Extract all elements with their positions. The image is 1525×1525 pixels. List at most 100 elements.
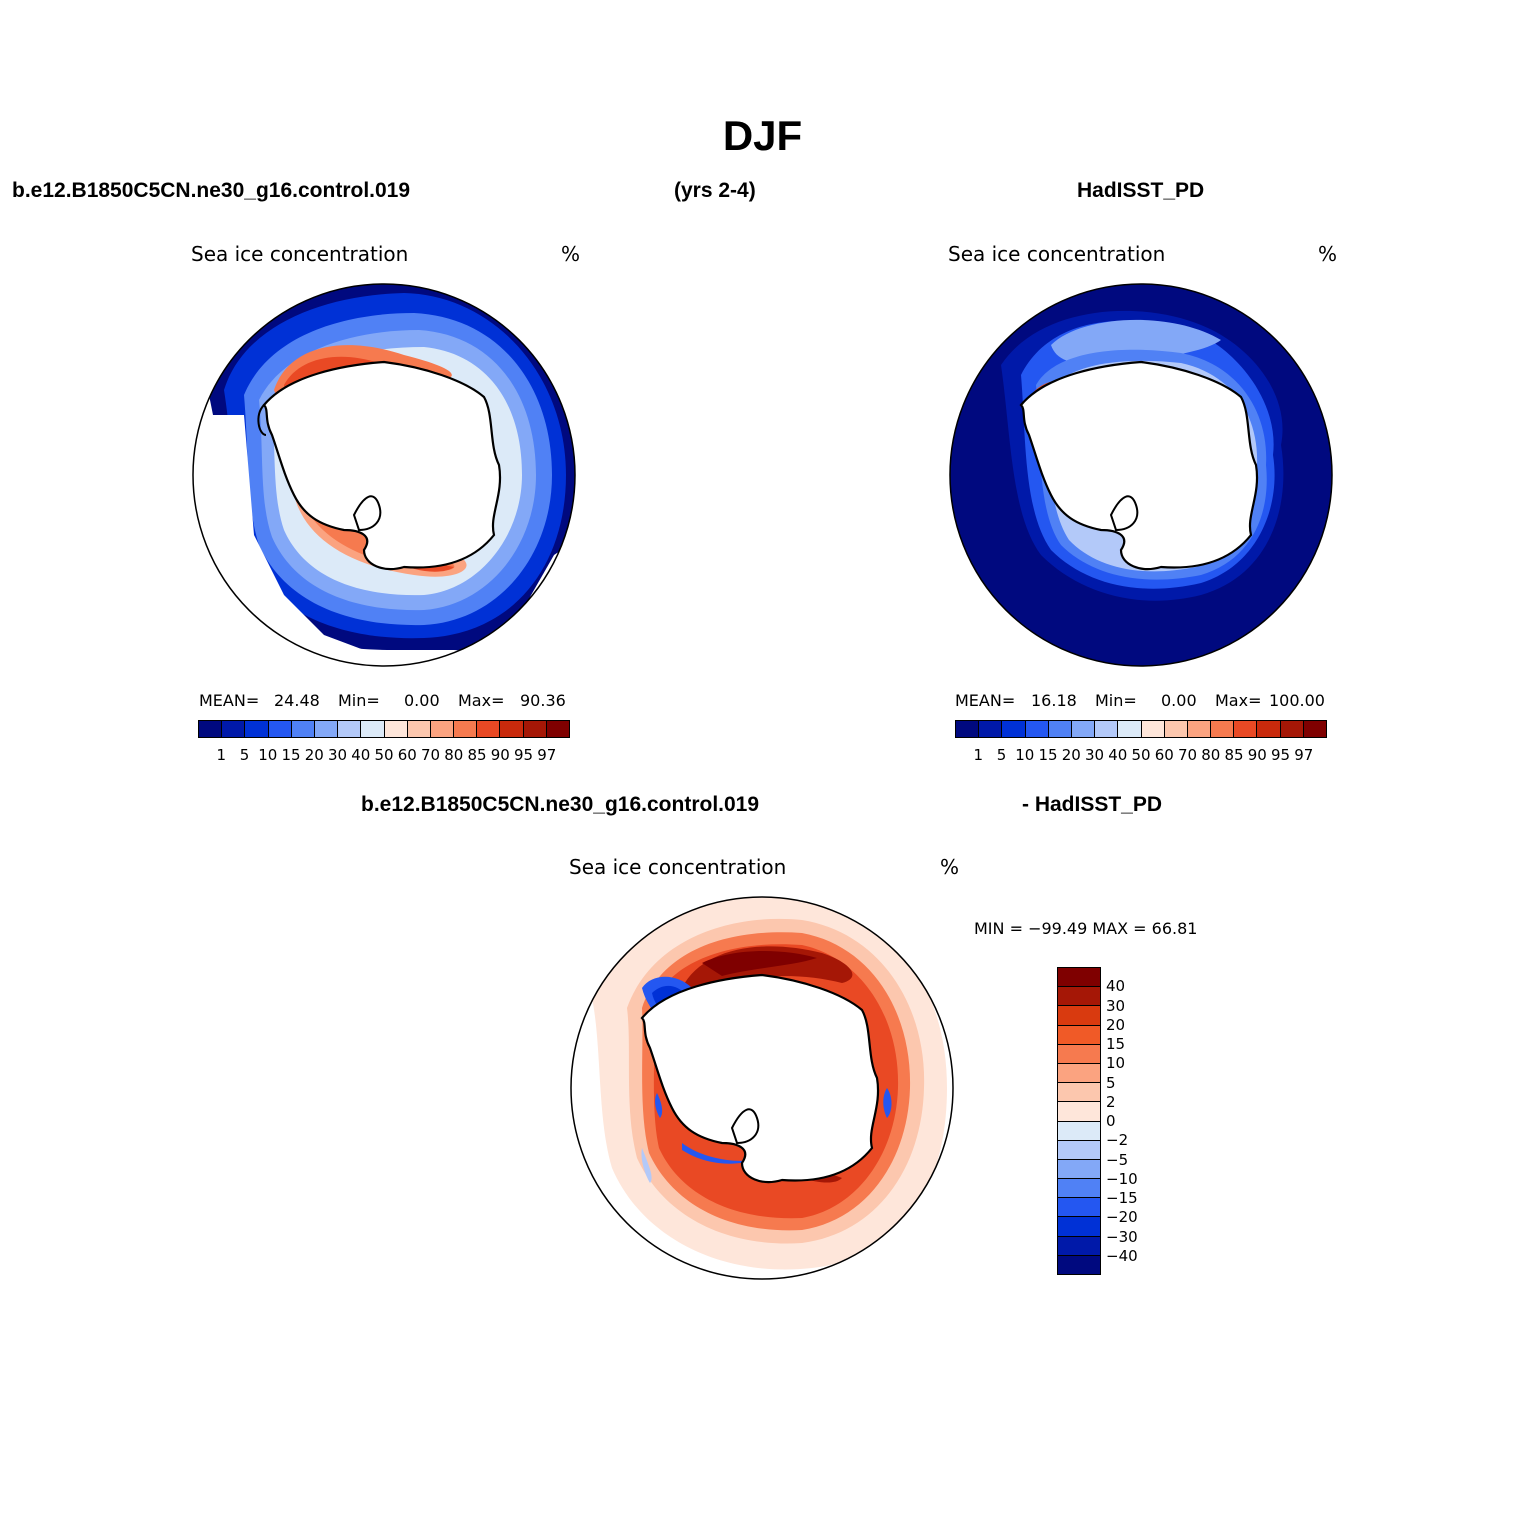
colorbar-tick-label: 85 (467, 746, 487, 764)
diff-panel-label: Sea ice concentration (569, 855, 787, 879)
colorbar-tick-label: −20 (1106, 1208, 1138, 1227)
diff-panel-unit: % (940, 855, 960, 879)
diff-obs-header: - HadISST_PD (1022, 793, 1163, 816)
colorbar-swatch (1058, 1006, 1100, 1026)
colorbar-tick-label: 1 (216, 746, 227, 764)
colorbar-swatch (1118, 721, 1142, 737)
colorbar-swatch (1058, 1025, 1100, 1045)
colorbar-tick-label: 20 (304, 746, 324, 764)
colorbar-tick-label: −5 (1106, 1150, 1129, 1169)
colorbar-swatch (199, 721, 223, 737)
colorbar-tick-label: 10 (258, 746, 278, 764)
diff-case-header: b.e12.B1850C5CN.ne30_g16.control.019 (361, 793, 760, 816)
colorbar-swatch (1234, 721, 1258, 737)
colorbar-tick-label: 40 (1108, 746, 1128, 764)
model-panel-label: Sea ice concentration (191, 242, 409, 266)
colorbar-swatch (314, 721, 339, 737)
colorbar-swatch (1058, 1102, 1100, 1122)
colorbar-swatch (1303, 721, 1326, 737)
colorbar-tick-label: 70 (420, 746, 441, 764)
colorbar-swatch (1058, 1063, 1100, 1084)
colorbar-swatch (1071, 721, 1096, 737)
colorbar-tick-label: 2 (1106, 1092, 1116, 1111)
colorbar-swatch (384, 721, 408, 737)
colorbar-swatch (477, 721, 501, 737)
colorbar-tick-label: 90 (1247, 746, 1267, 764)
obs-max-value: 100.00 (1269, 691, 1325, 710)
colorbar-tick-label: 80 (1201, 746, 1221, 764)
diff-polar-map (570, 896, 954, 1280)
colorbar-swatch (338, 721, 362, 737)
colorbar-swatch (1058, 1236, 1100, 1256)
colorbar-swatch (1058, 987, 1100, 1007)
colorbar-swatch (291, 721, 315, 737)
colorbar-tick-label: 10 (1106, 1054, 1126, 1073)
model-min-label: Min= (338, 691, 380, 710)
colorbar-swatch (956, 721, 980, 737)
colorbar-tick-label: 30 (1084, 746, 1105, 764)
colorbar-swatch (546, 721, 569, 737)
colorbar-tick-label: 97 (537, 746, 557, 764)
colorbar-tick-label: 97 (1294, 746, 1314, 764)
colorbar-swatch (361, 721, 385, 737)
years-header: (yrs 2-4) (674, 179, 756, 202)
colorbar-swatch (979, 721, 1003, 737)
obs-min-value: 0.00 (1161, 691, 1197, 710)
colorbar-tick-label: 20 (1061, 746, 1081, 764)
colorbar-swatch (523, 721, 547, 737)
colorbar-tick-label: 40 (1106, 977, 1126, 996)
colorbar-swatch (1058, 1159, 1100, 1180)
colorbar-tick-label: −10 (1106, 1169, 1138, 1188)
colorbar-swatch (1058, 1217, 1100, 1237)
colorbar-swatch (500, 721, 524, 737)
colorbar-swatch (1058, 968, 1100, 988)
colorbar-tick-label: 5 (239, 746, 250, 764)
colorbar-tick-label: 0 (1106, 1112, 1116, 1130)
model-panel-unit: % (561, 242, 581, 266)
model-min-value: 0.00 (404, 691, 440, 710)
colorbar-swatch (1002, 721, 1026, 737)
colorbar-swatch (222, 721, 246, 737)
obs-min-label: Min= (1095, 691, 1137, 710)
colorbar-tick-label: 60 (397, 746, 417, 764)
model-mean-value: 24.48 (274, 691, 320, 710)
colorbar-tick-label: 50 (1131, 746, 1151, 764)
colorbar-tick-label: 40 (351, 746, 371, 764)
colorbar-tick-label: 10 (1015, 746, 1035, 764)
colorbar-swatch (1164, 721, 1188, 737)
diff-range-text: MIN = −99.49 MAX = 66.81 (974, 919, 1198, 938)
obs-max-label: Max= (1215, 691, 1262, 710)
colorbar-swatch (1280, 721, 1304, 737)
colorbar-swatch (1211, 721, 1235, 737)
obs-mean-value: 16.18 (1031, 691, 1077, 710)
colorbar-swatch (1141, 721, 1165, 737)
obs-polar-map (949, 283, 1333, 667)
colorbar-tick-label: 90 (490, 746, 510, 764)
colorbar-swatch (1058, 1083, 1100, 1103)
colorbar-swatch (268, 721, 292, 737)
model-case-header: b.e12.B1850C5CN.ne30_g16.control.019 (12, 179, 411, 202)
colorbar-tick-label: 5 (1106, 1073, 1116, 1092)
colorbar-swatch (1058, 1140, 1100, 1160)
colorbar-tick-label: 85 (1224, 746, 1244, 764)
colorbar-swatch (1025, 721, 1049, 737)
colorbar-tick-label: 15 (1106, 1035, 1126, 1053)
colorbar-swatch (245, 721, 269, 737)
model-colorbar (198, 720, 570, 738)
colorbar-swatch (407, 721, 431, 737)
colorbar-tick-label: −30 (1106, 1227, 1138, 1246)
colorbar-swatch (1058, 1121, 1100, 1141)
colorbar-tick-label: 95 (513, 746, 534, 764)
colorbar-tick-label: 1 (973, 746, 984, 764)
model-mean-label: MEAN= (199, 691, 260, 710)
colorbar-swatch (1058, 1179, 1100, 1199)
colorbar-swatch (430, 721, 455, 737)
colorbar-tick-label: 95 (1270, 746, 1291, 764)
colorbar-tick-label: −40 (1106, 1246, 1138, 1265)
colorbar-tick-label: 60 (1154, 746, 1174, 764)
colorbar-swatch (1048, 721, 1072, 737)
colorbar-swatch (454, 721, 478, 737)
model-max-value: 90.36 (520, 691, 566, 710)
colorbar-tick-label: 15 (1038, 746, 1058, 764)
colorbar-swatch (1058, 1255, 1100, 1274)
